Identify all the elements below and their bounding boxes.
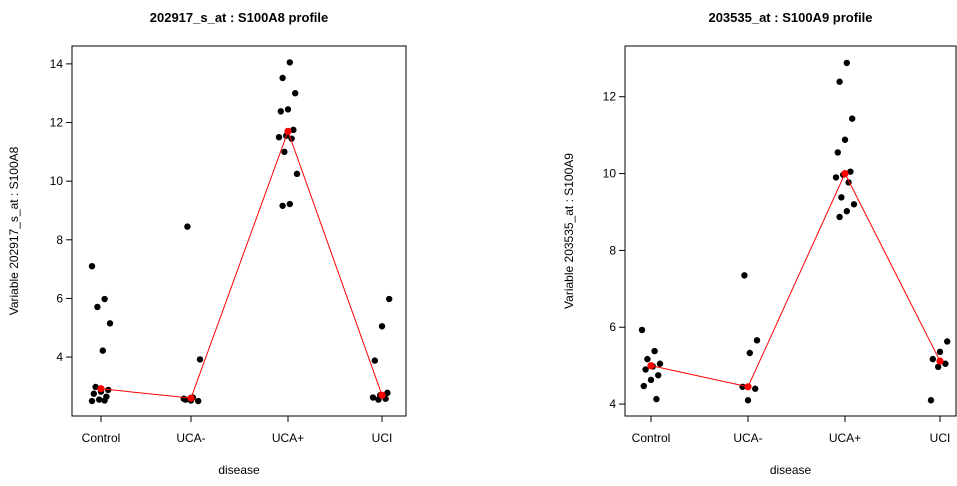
data-point [94,303,101,311]
data-point [651,347,658,355]
data-point [836,78,843,85]
data-point [642,366,649,373]
x-tick-label: Control [632,431,671,445]
x-tick-label: UCA+ [272,431,304,445]
data-point [744,397,752,404]
mean-line [650,172,941,388]
data-point [101,295,108,303]
data-point [838,194,845,201]
data-point [292,90,299,97]
data-point [849,115,856,122]
data-point [752,385,759,392]
data-point [929,355,936,363]
x-tick-label: Control [82,431,121,445]
mean-point [284,127,292,135]
data-point [386,295,393,303]
data-point [195,397,202,405]
data-point [384,389,391,397]
data-point [927,397,935,404]
y-tick-label: 10 [603,167,617,181]
data-point [92,383,99,391]
data-point [936,348,944,356]
data-point [96,396,103,403]
data-point [88,262,96,270]
y-tick-label: 12 [603,90,617,104]
y-tick-label: 10 [50,174,64,188]
data-point [279,202,286,209]
x-tick-label: UCA- [733,431,762,445]
y-tick-label: 14 [50,57,64,71]
y-tick-label: 8 [609,243,616,257]
x-tick-label: UCA- [176,431,205,445]
data-point [275,133,283,141]
data-point [843,208,850,215]
data-point [834,149,841,156]
data-point [196,356,204,363]
y-tick-label: 4 [609,397,616,411]
data-point [843,59,850,67]
data-point [935,363,942,371]
mean-point [841,169,849,178]
data-point [369,394,377,401]
data-point [101,397,108,404]
data-point [653,395,660,403]
data-point [832,174,840,181]
data-point [850,201,858,208]
x-axis-label: disease [770,463,812,477]
mean-point [378,391,386,399]
data-point [290,126,297,134]
x-axis-label: disease [218,463,260,477]
data-point [746,349,753,357]
data-point [640,382,647,390]
data-point [180,395,187,402]
plot-box [624,45,957,417]
data-point [847,168,854,175]
data-point [638,326,646,334]
data-point [656,360,664,367]
mean-point [744,383,752,391]
y-axis-label: Variable 203535_at : S100A9 [562,153,576,309]
y-tick-label: 8 [56,233,63,247]
plot-box [71,45,407,417]
y-tick-label: 6 [609,320,616,334]
x-tick-label: UCA+ [829,431,861,445]
mean-point [936,357,944,365]
data-point [655,372,662,379]
data-point [286,200,293,208]
y-tick-label: 6 [56,291,63,305]
data-point [644,355,651,363]
data-point [184,223,191,230]
x-tick-label: UCI [372,431,393,445]
data-point [88,397,96,405]
y-axis-label: Variable 202917_s_at : S100A8 [7,146,21,315]
mean-point [187,394,195,402]
data-point [293,170,301,178]
data-point [90,390,98,397]
data-point [836,213,843,221]
data-point [277,108,284,115]
data-point [371,357,378,364]
data-point [841,136,849,143]
data-point [281,148,288,156]
mean-point [647,362,655,370]
data-point [647,376,655,384]
data-point [99,347,107,354]
data-point [284,106,292,113]
chart-title: 202917_s_at : S100A8 profile [150,10,329,25]
mean-point [97,385,105,393]
data-point [741,272,748,279]
data-point [942,360,949,367]
y-tick-label: 12 [50,116,64,130]
data-point [378,323,386,330]
data-point [944,338,951,345]
data-point [106,320,114,327]
y-tick-label: 4 [56,350,63,364]
mean-line [100,129,383,399]
data-point [279,74,286,82]
chart-title: 203535_at : S100A9 profile [708,10,872,25]
x-tick-label: UCI [930,431,951,445]
data-point [753,337,761,344]
data-point [286,59,293,66]
